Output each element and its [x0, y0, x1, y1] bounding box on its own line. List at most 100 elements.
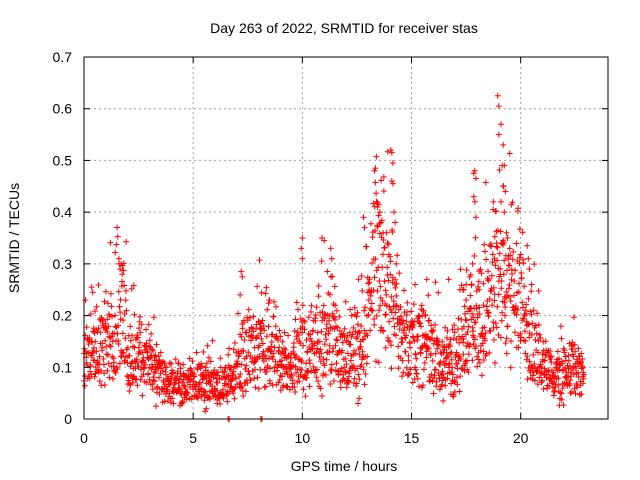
- data-point: [299, 235, 306, 241]
- data-point: [490, 319, 497, 326]
- data-point: [508, 276, 515, 283]
- data-point: [104, 316, 111, 323]
- data-point: [315, 378, 322, 385]
- data-point: [236, 350, 243, 357]
- data-point: [254, 283, 261, 290]
- data-point: [112, 312, 119, 319]
- data-point: [291, 383, 298, 390]
- data-point: [557, 323, 564, 330]
- data-point: [206, 377, 213, 384]
- data-point: [306, 360, 313, 367]
- data-point: [354, 365, 361, 372]
- data-point: [511, 292, 518, 299]
- data-point: [519, 299, 526, 306]
- data-point: [119, 317, 126, 324]
- data-point: [353, 380, 360, 387]
- data-point: [426, 317, 433, 324]
- data-point: [298, 367, 305, 374]
- data-point: [101, 370, 108, 377]
- data-point: [552, 372, 559, 379]
- data-point: [301, 326, 308, 333]
- data-point: [482, 179, 489, 186]
- data-point: [535, 287, 542, 294]
- data-point: [475, 283, 482, 290]
- data-point: [302, 393, 309, 400]
- data-point: [313, 374, 320, 381]
- data-point: [443, 334, 450, 341]
- data-point: [358, 273, 365, 280]
- data-point: [573, 380, 580, 387]
- data-point: [163, 364, 170, 371]
- data-point: [511, 278, 518, 285]
- data-point: [344, 350, 351, 357]
- data-point: [496, 250, 503, 257]
- data-point: [472, 343, 479, 350]
- data-point: [263, 333, 270, 340]
- data-point: [142, 361, 149, 368]
- data-point: [112, 249, 119, 256]
- y-axis-ticks: 0 0.1 0.2 0.3 0.4 0.5 0.6 0.7: [53, 49, 608, 427]
- data-point: [366, 276, 373, 283]
- data-point: [263, 355, 270, 362]
- data-point: [516, 254, 523, 261]
- data-point: [476, 359, 483, 366]
- data-point: [504, 235, 511, 241]
- data-point: [266, 297, 273, 304]
- data-point: [341, 334, 348, 341]
- data-point: [507, 364, 514, 371]
- data-point: [181, 383, 188, 390]
- data-point: [186, 355, 193, 362]
- data-point: [275, 337, 282, 344]
- data-point: [153, 403, 160, 410]
- data-point: [285, 332, 292, 339]
- data-point: [255, 385, 262, 392]
- data-point: [243, 329, 250, 336]
- data-point: [298, 245, 305, 252]
- x-tick-label: 0: [80, 430, 88, 446]
- data-point: [399, 373, 406, 380]
- data-point: [492, 320, 499, 327]
- data-point: [257, 366, 264, 373]
- data-point: [183, 388, 190, 395]
- x-axis-label: GPS time / hours: [291, 458, 398, 474]
- data-point: [114, 233, 121, 240]
- data-point: [104, 300, 111, 307]
- data-point: [88, 284, 95, 291]
- data-point: [525, 320, 532, 327]
- data-point: [360, 366, 367, 373]
- data-point: [351, 304, 358, 311]
- data-point: [371, 321, 378, 328]
- data-point: [491, 297, 498, 304]
- data-point: [491, 359, 498, 366]
- data-point: [500, 239, 507, 246]
- data-point: [261, 327, 268, 334]
- data-point: [495, 103, 502, 110]
- data-point: [137, 376, 144, 383]
- data-point: [439, 368, 446, 375]
- data-point: [419, 384, 426, 391]
- data-point: [468, 304, 475, 311]
- data-point: [383, 302, 390, 309]
- data-point: [149, 364, 156, 371]
- data-point: [180, 361, 187, 368]
- data-point: [393, 260, 400, 267]
- data-point: [120, 260, 127, 267]
- data-point: [136, 339, 143, 346]
- y-tick-label: 0.3: [53, 256, 73, 272]
- data-point: [481, 324, 488, 331]
- data-point: [568, 388, 575, 395]
- data-point: [371, 316, 378, 323]
- data-point: [241, 337, 248, 344]
- data-point: [531, 361, 538, 368]
- data-point: [143, 379, 150, 386]
- data-point: [314, 329, 321, 336]
- data-point: [555, 382, 562, 389]
- data-point: [355, 276, 362, 283]
- data-point: [127, 323, 134, 330]
- data-point: [429, 357, 436, 364]
- data-point: [577, 359, 584, 366]
- data-point: [489, 251, 496, 258]
- data-point: [574, 360, 581, 367]
- data-point: [313, 366, 320, 373]
- y-tick-label: 0.1: [53, 359, 73, 375]
